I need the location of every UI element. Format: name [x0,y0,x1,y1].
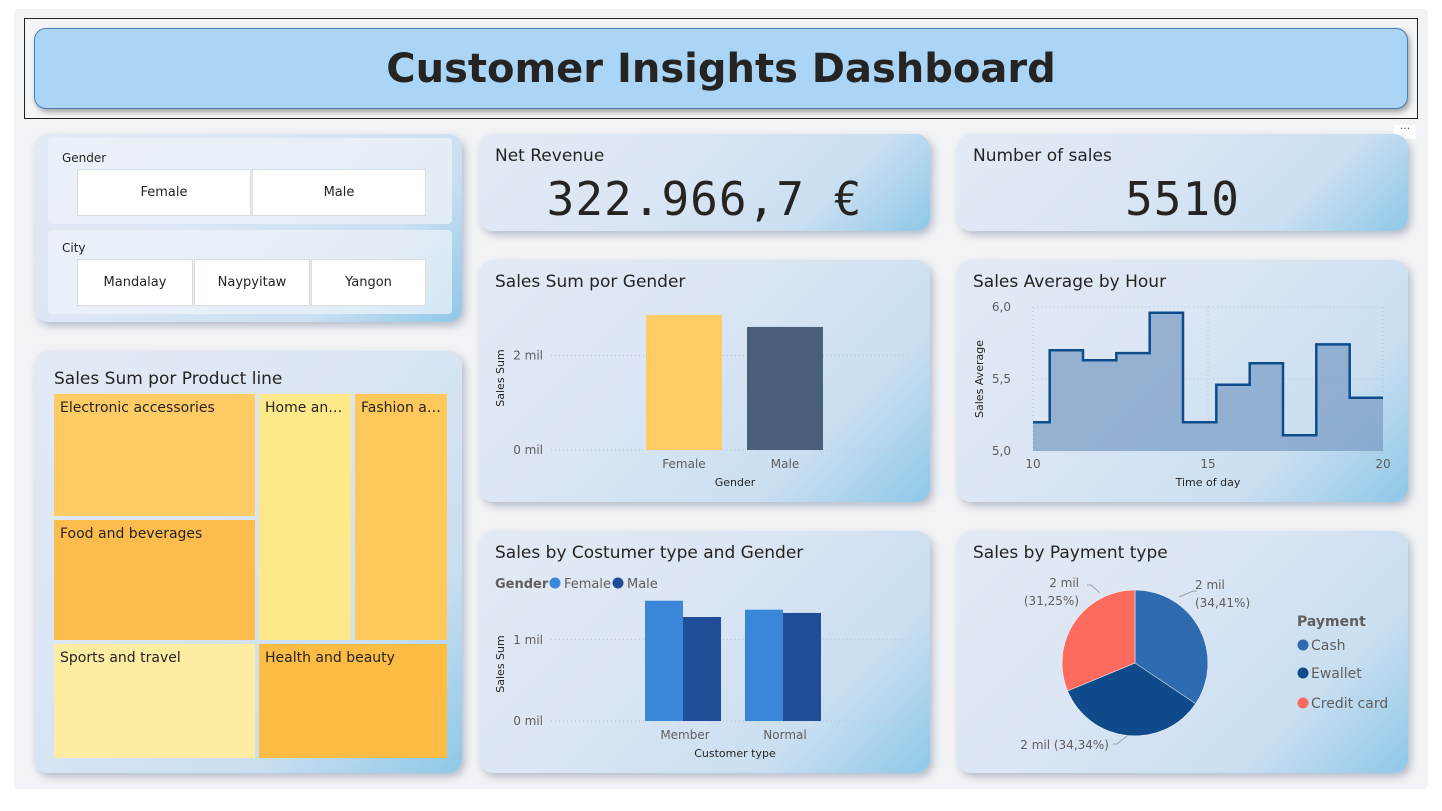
payment-chart-card: Sales by Payment type 2 mil (34,41%) 2 mil… [957,531,1408,773]
leader-line [1178,590,1197,598]
bar-female [646,315,722,450]
y-tick-label: 0 mil [513,443,543,457]
bar-normal-male [783,612,821,721]
customer-chart-title: Sales by Costumer type and Gender [495,543,804,563]
pie-slice-credit-card [1061,589,1136,692]
title-banner: Customer Insights Dashboard [34,28,1408,109]
legend-title: Payment [1297,614,1366,630]
number-of-sales-card: Number of sales 5510 [957,134,1408,231]
x-axis-label: Customer type [694,747,776,760]
legend-label: Ewallet [1311,666,1362,682]
x-tick-label: 10 [1025,457,1040,471]
x-tick-label: 15 [1200,457,1215,471]
bar-normal-female [745,609,783,721]
data-label-ewallet: 2 mil (34,34%) [1020,738,1109,752]
treemap-cell-sports-and-travel[interactable]: Sports and travel [54,644,255,758]
y-tick-label: 5,0 [992,444,1011,458]
page-title: Customer Insights Dashboard [386,45,1056,92]
number-of-sales-value: 5510 [1125,172,1240,226]
city-slicer-label: City [62,241,86,255]
gender-option-male[interactable]: Male [252,169,426,216]
pie-slice-cash [1134,589,1209,705]
x-axis-label: Time of day [1175,476,1241,489]
x-axis-label: Gender [715,476,756,489]
legend-label: Female [564,577,611,592]
legend-label: Cash [1311,638,1346,654]
gender-option-female[interactable]: Female [77,169,251,216]
treemap-cell-health-and-beauty[interactable]: Health and beauty [259,644,447,758]
legend-title: Gender [495,577,549,592]
area-fill [1033,312,1383,451]
step-line [1033,311,1383,437]
city-option-yangon[interactable]: Yangon [311,259,426,306]
bar-member-female [645,600,683,721]
gender-chart-title: Sales Sum por Gender [495,272,686,292]
x-tick-label: Member [660,728,709,742]
legend-label: Credit card [1311,696,1388,712]
y-tick-label: 6,0 [992,300,1011,314]
data-label-credit: 2 mil [1049,576,1079,590]
net-revenue-card: Net Revenue 322.966,7 € [479,134,930,231]
hour-chart-title: Sales Average by Hour [973,272,1167,292]
legend-marker-ewallet [1297,667,1309,679]
net-revenue-value: 322.966,7 € [546,172,863,226]
legend-marker-female [549,577,561,589]
bar-member-male [683,617,721,721]
data-label-cash: 2 mil [1195,578,1225,592]
legend-marker-credit-card [1297,697,1309,709]
y-tick-label: 5,5 [992,372,1011,386]
treemap-card: Sales Sum por Product line Electronic ac… [34,351,462,773]
y-tick-label: 2 mil [513,348,543,362]
y-tick-label: 1 mil [513,633,543,647]
treemap-cell-electronic-accessories[interactable]: Electronic accessories [54,394,255,516]
x-tick-label: Normal [763,728,806,742]
bar-male [747,326,823,450]
x-tick-label: 20 [1375,457,1390,471]
payment-pie-chart: 2 mil (34,41%) 2 mil (31,25%) 2 mil (34,34%)… [1020,576,1388,752]
gender-chart-card: Sales Sum por Gender 0 mil 2 mil Female Mal… [479,260,930,502]
treemap-cell-home-and-lifestyle[interactable]: Home and... [259,394,351,640]
treemap-cell-food-and-beverages[interactable]: Food and beverages [54,520,255,640]
y-tick-label: 0 mil [513,714,543,728]
customer-bar-chart: Gender Female Male 0 mil 1 mil Member Normal Cu… [494,577,909,760]
data-label-credit-pct: (31,25%) [1024,594,1079,608]
data-label-cash-pct: (34,41%) [1195,596,1250,610]
legend-marker-male [612,577,624,589]
y-axis-label: Sales Sum [494,635,507,692]
legend-marker-cash [1297,639,1309,651]
hour-chart-card: Sales Average by Hour 5,0 5,5 6,0 10 15 20 Tim… [957,260,1408,502]
treemap-cell-fashion-accessories[interactable]: Fashion ac... [355,394,447,640]
leader-line [1113,735,1128,745]
number-of-sales-label: Number of sales [973,146,1112,166]
x-tick-label: Male [771,457,799,471]
leader-line [1087,584,1101,594]
y-axis-label: Sales Sum [494,349,507,406]
gender-slicer-label: Gender [62,151,107,165]
treemap-title: Sales Sum por Product line [54,369,283,389]
legend-label: Male [627,577,658,592]
x-tick-label: Female [662,457,705,471]
hour-area-chart: 5,0 5,5 6,0 10 15 20 Time of day Sales Average [973,300,1391,489]
pie-slice-ewallet [1067,662,1196,737]
payment-chart-title: Sales by Payment type [973,543,1168,563]
customer-chart-card: Sales by Costumer type and Gender Gender… [479,531,930,773]
city-option-naypyitaw[interactable]: Naypyitaw [194,259,310,306]
gender-bar-chart: 0 mil 2 mil Female Male Gender Sales Sum [494,315,909,489]
y-axis-label: Sales Average [973,340,986,418]
net-revenue-label: Net Revenue [495,146,605,166]
city-option-mandalay[interactable]: Mandalay [77,259,193,306]
slicer-card: Gender Female Male City Mandalay Naypyit… [34,134,462,322]
